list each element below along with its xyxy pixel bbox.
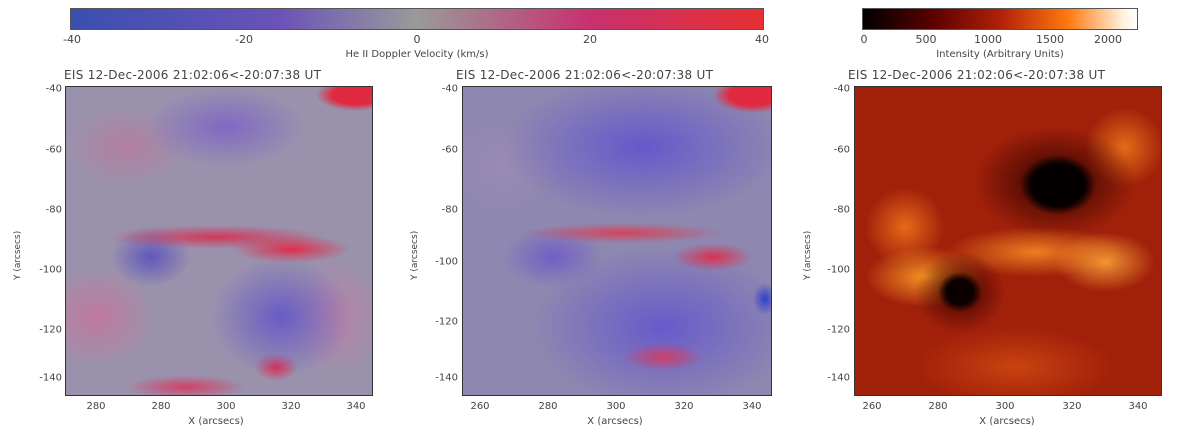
intensity-tick: 500 (915, 33, 937, 46)
velocity-tick: 40 (755, 33, 769, 46)
panel-1-ytick: -120 (39, 324, 62, 336)
panel-1-doppler-map (65, 86, 373, 396)
velocity-colorbar (70, 8, 764, 30)
panel-2-xtick: 320 (674, 401, 694, 412)
velocity-tick: 0 (413, 33, 421, 46)
panel-3-xtick: 340 (1128, 401, 1148, 412)
panel-1-xlabel: X (arcsecs) (188, 416, 244, 427)
intensity-tick: 0 (860, 33, 868, 46)
intensity-tick: 1500 (1036, 33, 1064, 46)
panel-3-ytick: -100 (827, 264, 850, 276)
panel-2-ytick: -140 (435, 372, 458, 384)
panel-1-ytick: -140 (39, 372, 62, 384)
panel-3-xtick: 300 (995, 401, 1015, 412)
panel-1-ylabel: Y (arcsecs) (13, 230, 23, 280)
panel-3-title: EIS 12-Dec-2006 21:02:06<-20:07:38 UT (848, 68, 1106, 82)
panel-3-ytick: -140 (827, 372, 850, 384)
velocity-tick: -20 (235, 33, 253, 46)
panel-3-ytick: -120 (827, 324, 850, 336)
velocity-colorbar-title: He II Doppler Velocity (km/s) (345, 49, 489, 60)
panel-2-ytick: -40 (441, 83, 458, 95)
panel-1-xtick: 300 (216, 401, 236, 412)
panel-1-xtick: 280 (86, 401, 106, 412)
panel-2-ytick: -80 (441, 204, 458, 216)
panel-3-ylabel: Y (arcsecs) (803, 230, 813, 280)
panel-2-xtick: 340 (742, 401, 762, 412)
panel-1-xtick: 320 (281, 401, 301, 412)
panel-2-xlabel: X (arcsecs) (587, 416, 643, 427)
panel-2-xtick: 280 (538, 401, 558, 412)
panel-3-xlabel: X (arcsecs) (979, 416, 1035, 427)
panel-1-ytick: -40 (45, 83, 62, 95)
panel-1-xtick: 280 (151, 401, 171, 412)
panel-3-ytick: -60 (833, 144, 850, 156)
panel-1-xtick: 340 (346, 401, 366, 412)
intensity-tick: 1000 (974, 33, 1002, 46)
intensity-colorbar-title: Intensity (Arbitrary Units) (936, 49, 1064, 60)
intensity-tick: 2000 (1094, 33, 1122, 46)
panel-2-ytick: -120 (435, 316, 458, 328)
panel-2-title: EIS 12-Dec-2006 21:02:06<-20:07:38 UT (456, 68, 714, 82)
velocity-tick: -40 (63, 33, 81, 46)
panel-3-xtick: 260 (862, 401, 882, 412)
panel-1-ytick: -80 (45, 204, 62, 216)
panel-3-ytick: -80 (833, 204, 850, 216)
panel-3-intensity-map (854, 86, 1162, 396)
velocity-tick: 20 (583, 33, 597, 46)
panel-3-xtick: 320 (1062, 401, 1082, 412)
panel-1-ytick: -60 (45, 144, 62, 156)
panel-3-ytick: -40 (833, 83, 850, 95)
panel-2-xtick: 300 (606, 401, 626, 412)
panel-3-xtick: 280 (928, 401, 948, 412)
panel-2-doppler-map (462, 86, 772, 396)
intensity-colorbar (862, 8, 1138, 30)
panel-2-ylabel: Y (arcsecs) (410, 230, 420, 280)
panel-1-ytick: -100 (39, 264, 62, 276)
panel-2-ytick: -100 (435, 256, 458, 268)
panel-2-ytick: -60 (441, 144, 458, 156)
panel-2-xtick: 260 (470, 401, 490, 412)
panel-1-title: EIS 12-Dec-2006 21:02:06<-20:07:38 UT (64, 68, 322, 82)
